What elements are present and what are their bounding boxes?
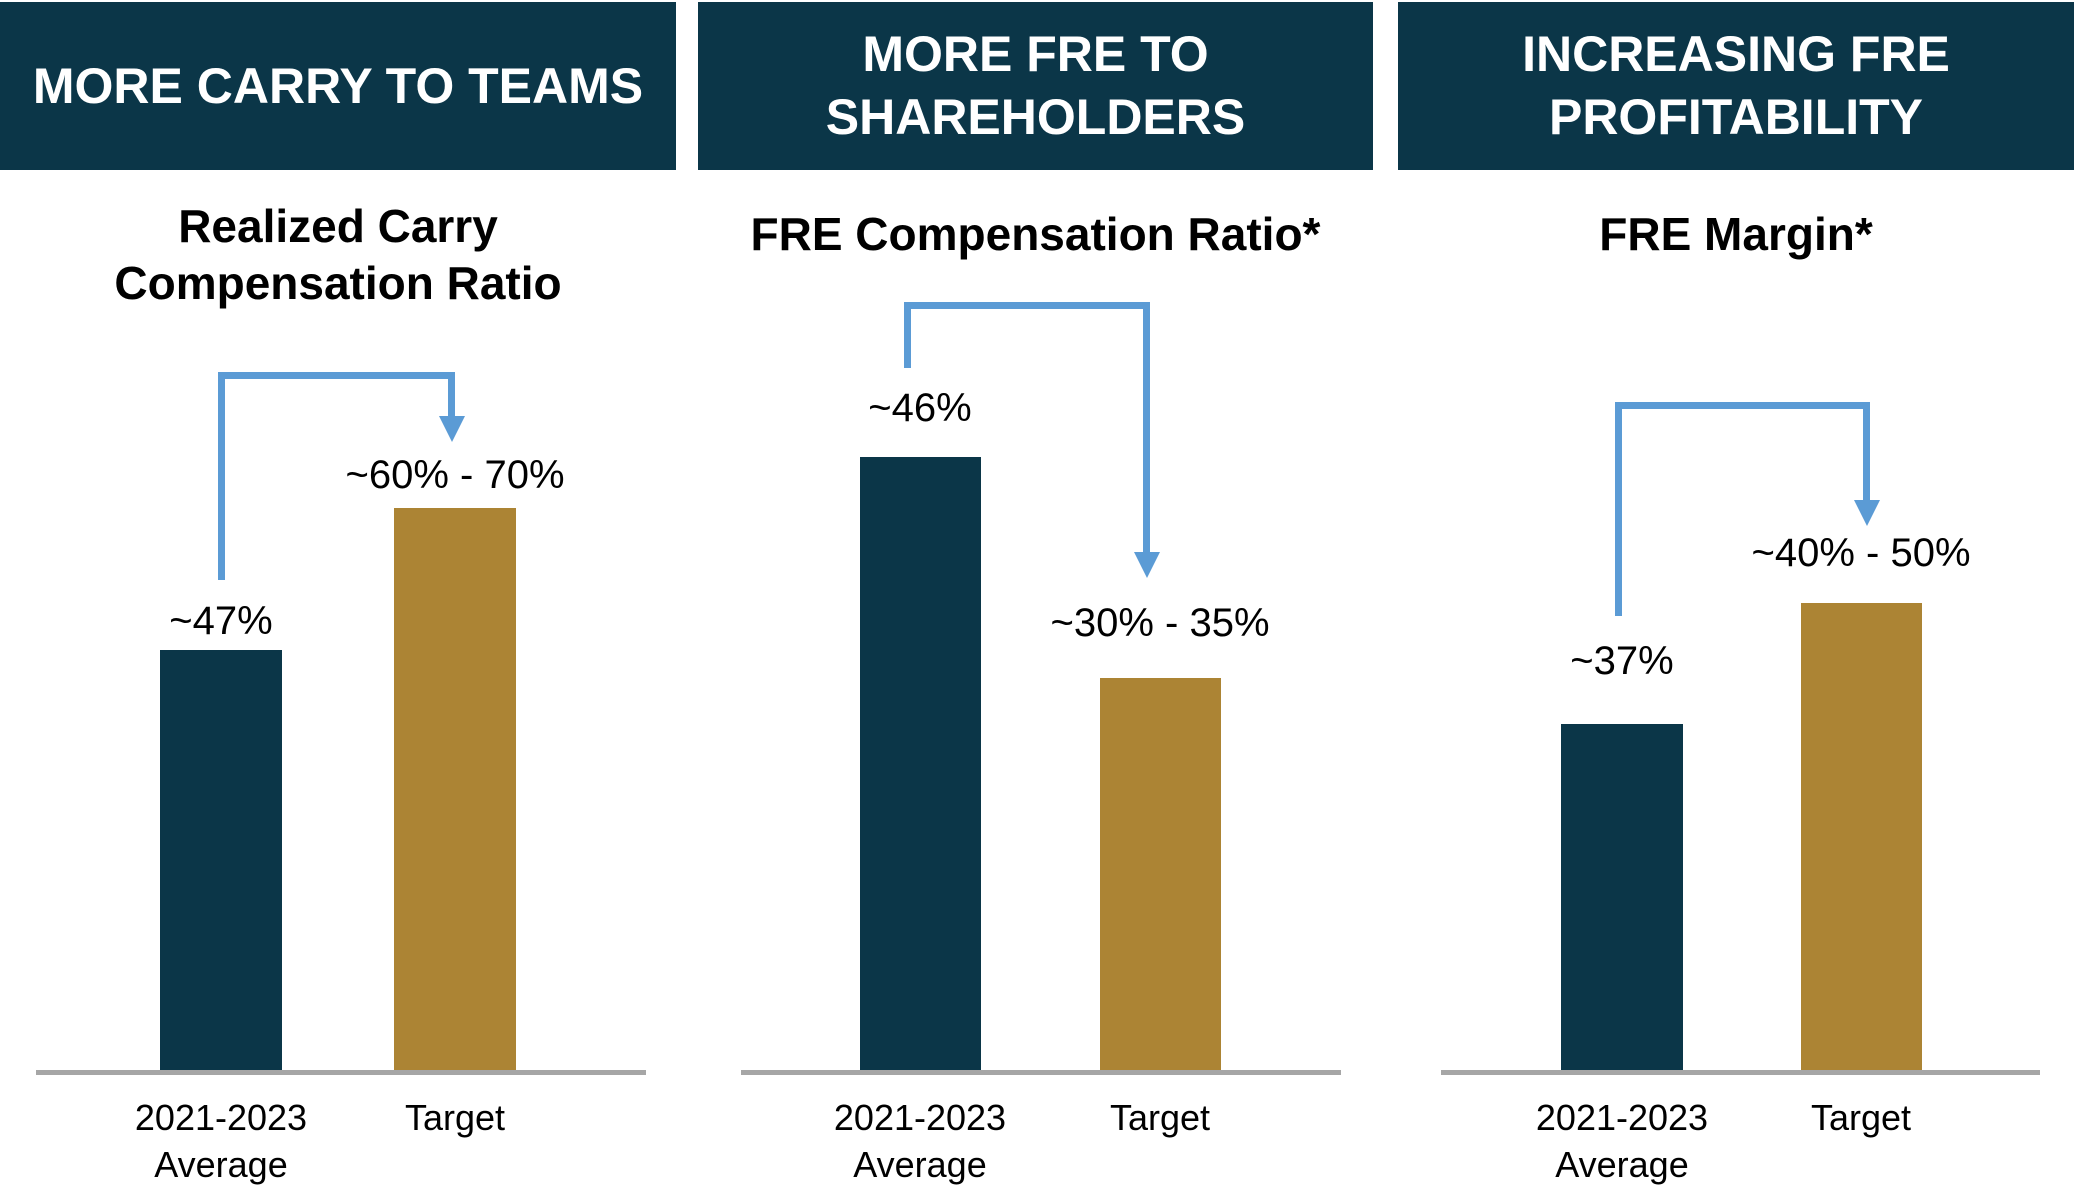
- average-bar: [1561, 724, 1683, 1070]
- target-bar: [394, 508, 516, 1070]
- average-category-label: 2021-2023 Average: [61, 1094, 381, 1188]
- target-bar: [1801, 603, 1922, 1070]
- target-value-label: ~30% - 35%: [1050, 601, 1270, 645]
- target-category-label: Target: [1109, 1097, 1211, 1138]
- target-value-label: ~40% - 50%: [1751, 531, 1971, 575]
- axis-baseline: [1441, 1070, 2040, 1075]
- change-arrow-end-segment: [1863, 402, 1870, 502]
- chart-title-line: FRE Compensation Ratio*: [750, 208, 1321, 260]
- panel-more-fre-to-shareholders: MORE FRE TO SHAREHOLDERS FRE Compensatio…: [698, 0, 1373, 1195]
- average-value-label: ~47%: [169, 599, 273, 643]
- category-line: 2021-2023: [134, 1097, 308, 1138]
- category-line: Average: [154, 1144, 288, 1185]
- change-arrow-horizontal-segment: [218, 372, 455, 379]
- chart-title: Realized Carry Compensation Ratio: [0, 198, 676, 312]
- chart-title-line: Compensation Ratio: [114, 257, 562, 309]
- axis-baseline: [741, 1070, 1341, 1075]
- panel-header-line: PROFITABILITY: [1548, 89, 1924, 145]
- panel-header-line: SHAREHOLDERS: [825, 89, 1246, 145]
- arrow-head-icon: [1134, 552, 1160, 578]
- chart-title: FRE Compensation Ratio*: [698, 206, 1373, 263]
- arrow-head-icon: [1854, 500, 1880, 526]
- average-category-label: 2021-2023 Average: [760, 1094, 1080, 1188]
- target-bar: [1100, 678, 1221, 1070]
- average-bar: [160, 650, 282, 1070]
- average-value-label: ~37%: [1570, 639, 1674, 683]
- target-category-label: Target: [1810, 1097, 1912, 1138]
- change-arrow-end-segment: [448, 372, 455, 418]
- average-value-label: ~46%: [868, 386, 972, 430]
- panel-more-carry-to-teams: MORE CARRY TO TEAMS Realized Carry Compe…: [0, 0, 676, 1195]
- category-line: 2021-2023: [833, 1097, 1007, 1138]
- change-arrow-start-segment: [218, 372, 225, 580]
- change-arrow-start-segment: [904, 302, 911, 368]
- panel-header-line: MORE FRE TO: [862, 26, 1209, 82]
- chart-title: FRE Margin*: [1398, 206, 2074, 263]
- panel-header-banner: INCREASING FRE PROFITABILITY: [1398, 2, 2074, 170]
- panel-header-banner: MORE FRE TO SHAREHOLDERS: [698, 2, 1373, 170]
- change-arrow-horizontal-segment: [904, 302, 1150, 309]
- average-category-label: 2021-2023 Average: [1462, 1094, 1782, 1188]
- change-arrow-horizontal-segment: [1615, 402, 1870, 409]
- category-line: Average: [1555, 1144, 1689, 1185]
- target-category-label: Target: [404, 1097, 506, 1138]
- panel-header-line: MORE CARRY TO TEAMS: [32, 57, 644, 114]
- average-bar: [860, 457, 981, 1070]
- category-line: 2021-2023: [1535, 1097, 1709, 1138]
- target-value-label: ~60% - 70%: [345, 453, 565, 497]
- chart-title-line: Realized Carry: [178, 200, 498, 252]
- panel-increasing-fre-profitability: INCREASING FRE PROFITABILITY FRE Margin*…: [1398, 0, 2074, 1195]
- change-arrow-start-segment: [1615, 402, 1622, 616]
- change-arrow-end-segment: [1143, 302, 1150, 554]
- chart-title-line: FRE Margin*: [1599, 208, 1873, 260]
- arrow-head-icon: [439, 416, 465, 442]
- axis-baseline: [36, 1070, 646, 1075]
- panel-header-line: INCREASING FRE: [1522, 26, 1950, 82]
- category-line: Average: [853, 1144, 987, 1185]
- panel-header-banner: MORE CARRY TO TEAMS: [0, 2, 676, 170]
